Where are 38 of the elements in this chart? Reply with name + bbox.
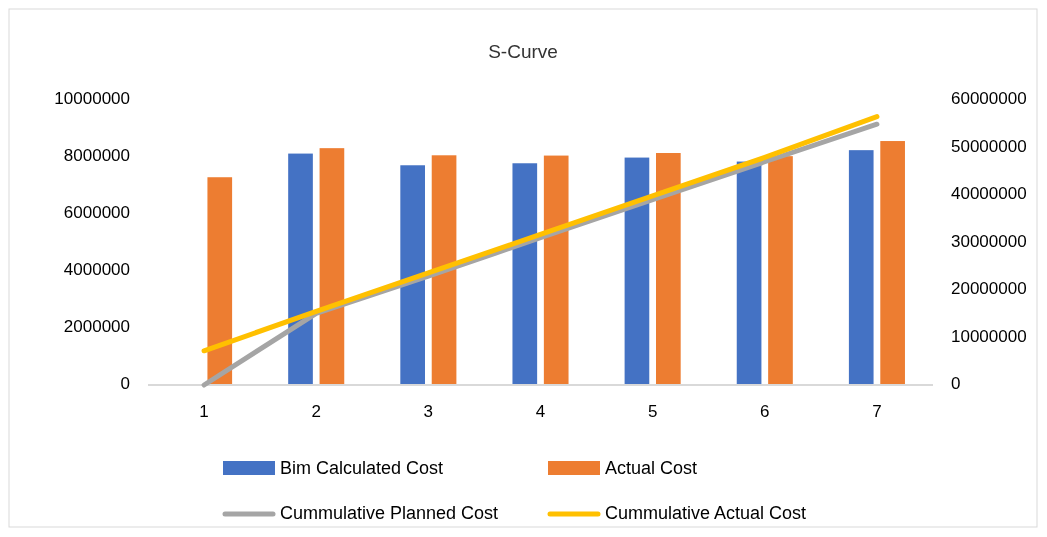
y-tick-label: 4000000 — [63, 260, 130, 280]
legend-label: Cummulative Planned Cost — [280, 502, 499, 523]
legend-label: Bim Calculated Cost — [280, 457, 444, 478]
bar — [736, 161, 762, 385]
x-tick-label: 1 — [199, 402, 209, 421]
x-tick-label: 6 — [760, 402, 770, 421]
y-tick-label: 8000000 — [63, 146, 130, 166]
y-tick-label: 0 — [120, 374, 130, 394]
y-tick-label: 10000000 — [54, 89, 130, 109]
bar — [656, 153, 681, 385]
bar — [624, 157, 650, 385]
y-tick-label: 2000000 — [63, 317, 130, 337]
bar — [207, 177, 233, 385]
x-tick-label: 3 — [423, 402, 434, 421]
y2-tick-label: 0 — [951, 374, 961, 394]
y-tick-label: 6000000 — [63, 203, 130, 223]
y2-tick-label: 30000000 — [951, 231, 1027, 251]
x-tick-label: 2 — [311, 402, 321, 421]
bar — [768, 156, 793, 385]
bar — [400, 165, 425, 385]
bar — [512, 163, 538, 385]
x-tick-label: 5 — [647, 402, 658, 421]
legend-label: Cummulative Actual Cost — [605, 502, 807, 523]
x-tick-label: 7 — [872, 402, 882, 421]
bar — [880, 141, 905, 385]
y2-tick-label: 40000000 — [951, 184, 1027, 204]
bar — [543, 155, 569, 385]
bar — [288, 153, 313, 385]
x-tick-label: 4 — [535, 402, 546, 421]
y2-tick-label: 50000000 — [951, 136, 1027, 156]
bar — [319, 148, 345, 385]
bar — [431, 155, 457, 385]
bar — [848, 150, 874, 385]
chart-title: S-Curve — [488, 41, 558, 62]
y2-tick-label: 20000000 — [951, 279, 1027, 299]
y2-tick-label: 10000000 — [951, 326, 1027, 346]
legend-label: Actual Cost — [605, 457, 698, 478]
y2-tick-label: 60000000 — [951, 89, 1027, 109]
